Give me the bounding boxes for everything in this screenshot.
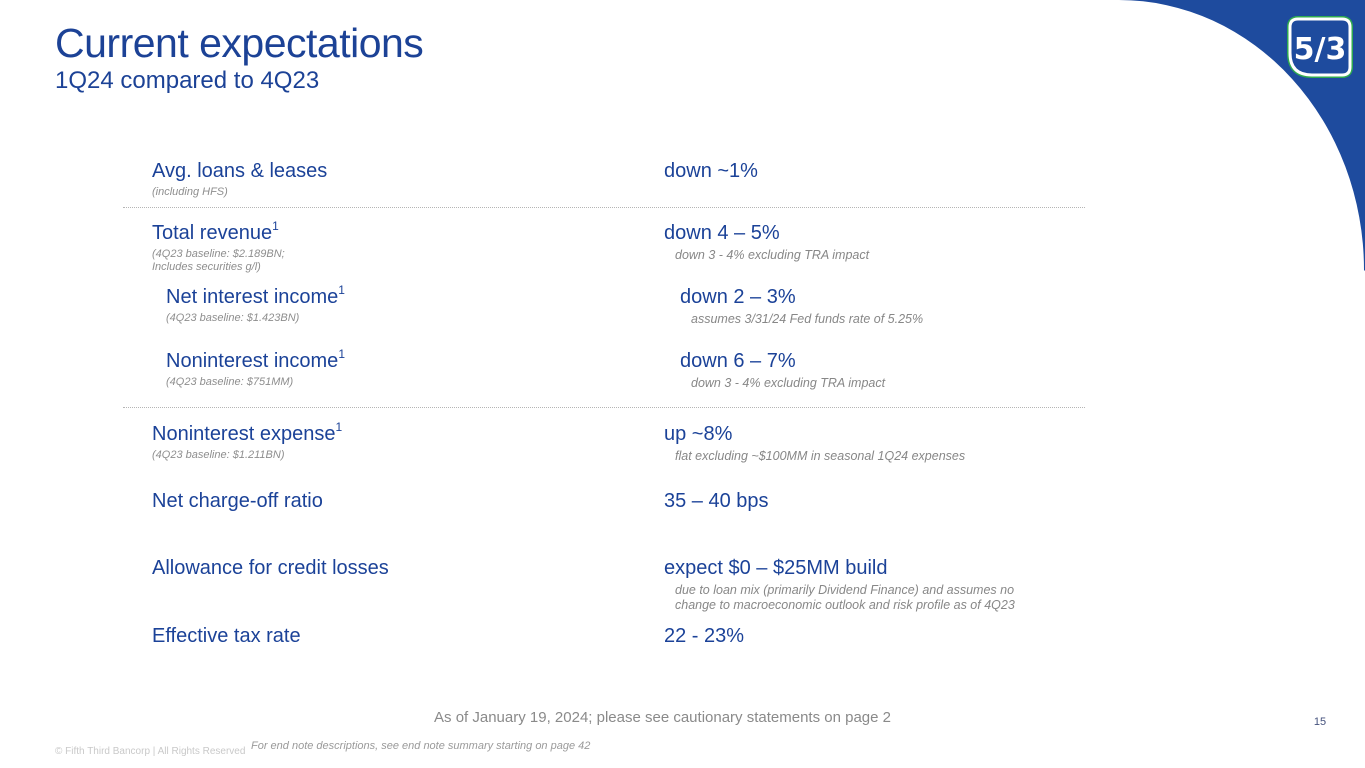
row-label-cell: Noninterest expense1 (4Q23 baseline: $1.… xyxy=(152,420,664,464)
row-label-cell: Avg. loans & leases (including HFS) xyxy=(152,159,664,199)
row-label-note: (4Q23 baseline: $1.211BN) xyxy=(152,449,285,461)
as-of-statement: As of January 19, 2024; please see cauti… xyxy=(434,709,891,726)
row-label-sup: 1 xyxy=(338,283,345,298)
row-noninterest-income: Noninterest income1 (4Q23 baseline: $751… xyxy=(166,347,1146,391)
row-value: up ~8% xyxy=(664,423,733,445)
row-label-text: Total revenue xyxy=(152,222,273,244)
row-label-cell: Net interest income1 (4Q23 baseline: $1.… xyxy=(166,283,680,327)
row-label: Avg. loans & leases xyxy=(152,159,664,183)
copyright-text: © Fifth Third Bancorp | All Rights Reser… xyxy=(55,746,246,757)
row-value-cell: down 2 – 3% assumes 3/31/24 Fed funds ra… xyxy=(680,285,1146,327)
row-label-text: Effective tax rate xyxy=(152,625,301,647)
row-value-cell: 35 – 40 bps xyxy=(664,489,1132,516)
row-label-note: (4Q23 baseline: $751MM) xyxy=(166,376,294,388)
row-net-charge-off: Net charge-off ratio 35 – 40 bps xyxy=(152,489,1132,516)
row-value: down 4 – 5% xyxy=(664,222,780,244)
page-title: Current expectations xyxy=(55,20,424,66)
row-value-cell: expect $0 – $25MM build due to loan mix … xyxy=(664,556,1132,613)
row-label-text: Noninterest income xyxy=(166,350,339,372)
row-value: 22 - 23% xyxy=(664,625,745,647)
row-label: Noninterest expense1 xyxy=(152,420,664,446)
dotted-divider xyxy=(123,207,1085,208)
row-label-text: Noninterest expense xyxy=(152,423,336,445)
row-value: down ~1% xyxy=(664,160,758,182)
row-label: Effective tax rate xyxy=(152,624,664,648)
row-value: 35 – 40 bps xyxy=(664,490,769,512)
row-label-text: Allowance for credit losses xyxy=(152,557,389,579)
row-value-note: due to loan mix (primarily Dividend Fina… xyxy=(675,583,1015,612)
endnote-reference: For end note descriptions, see end note … xyxy=(251,740,591,752)
row-noninterest-expense: Noninterest expense1 (4Q23 baseline: $1.… xyxy=(152,420,1132,464)
row-avg-loans: Avg. loans & leases (including HFS) down… xyxy=(152,159,1132,199)
row-label-text: Net interest income xyxy=(166,286,339,308)
row-net-interest-income: Net interest income1 (4Q23 baseline: $1.… xyxy=(166,283,1146,327)
row-label-cell: Total revenue1 (4Q23 baseline: $2.189BN;… xyxy=(152,219,664,274)
row-value-cell: down 6 – 7% down 3 - 4% excluding TRA im… xyxy=(680,349,1146,391)
row-value: down 2 – 3% xyxy=(680,286,796,308)
page-subtitle: 1Q24 compared to 4Q23 xyxy=(55,67,320,94)
row-total-revenue: Total revenue1 (4Q23 baseline: $2.189BN;… xyxy=(152,219,1132,274)
row-value-cell: down ~1% xyxy=(664,159,1132,199)
row-value-note: down 3 - 4% excluding TRA impact xyxy=(675,248,870,262)
logo-text: 5/3 xyxy=(1294,32,1347,67)
row-value-note: assumes 3/31/24 Fed funds rate of 5.25% xyxy=(691,312,924,326)
row-effective-tax-rate: Effective tax rate 22 - 23% xyxy=(152,624,1132,651)
row-label-cell: Noninterest income1 (4Q23 baseline: $751… xyxy=(166,347,680,391)
row-value-cell: 22 - 23% xyxy=(664,624,1132,651)
row-label-cell: Net charge-off ratio xyxy=(152,489,664,516)
row-value-cell: down 4 – 5% down 3 - 4% excluding TRA im… xyxy=(664,221,1132,274)
row-label-note: (4Q23 baseline: $2.189BN; Includes secur… xyxy=(152,248,285,273)
row-label-text: Net charge-off ratio xyxy=(152,490,323,512)
row-label: Total revenue1 xyxy=(152,219,664,245)
row-label-cell: Effective tax rate xyxy=(152,624,664,651)
row-value-note: flat excluding ~$100MM in seasonal 1Q24 … xyxy=(675,449,966,463)
row-value-note: down 3 - 4% excluding TRA impact xyxy=(691,376,886,390)
row-label: Net charge-off ratio xyxy=(152,489,664,513)
row-allowance-credit-losses: Allowance for credit losses expect $0 – … xyxy=(152,556,1132,613)
row-value: expect $0 – $25MM build xyxy=(664,557,888,579)
row-label: Noninterest income1 xyxy=(166,347,680,373)
row-label-cell: Allowance for credit losses xyxy=(152,556,664,613)
row-label-note: (4Q23 baseline: $1.423BN) xyxy=(166,312,300,324)
row-label: Net interest income1 xyxy=(166,283,680,309)
row-label-sup: 1 xyxy=(335,420,343,435)
fifth-third-logo-icon: 5/3 xyxy=(1287,16,1353,78)
row-label-text: Avg. loans & leases xyxy=(152,160,328,182)
dotted-divider xyxy=(123,407,1085,408)
row-label-note: (including HFS) xyxy=(152,186,228,198)
row-label: Allowance for credit losses xyxy=(152,556,664,580)
page-number: 15 xyxy=(1313,716,1327,728)
row-label-sup: 1 xyxy=(338,347,345,362)
title-block: Current expectations 1Q24 compared to 4Q… xyxy=(55,20,424,95)
row-label-sup: 1 xyxy=(272,219,279,234)
row-value-cell: up ~8% flat excluding ~$100MM in seasona… xyxy=(664,422,1132,464)
row-value: down 6 – 7% xyxy=(680,350,796,372)
